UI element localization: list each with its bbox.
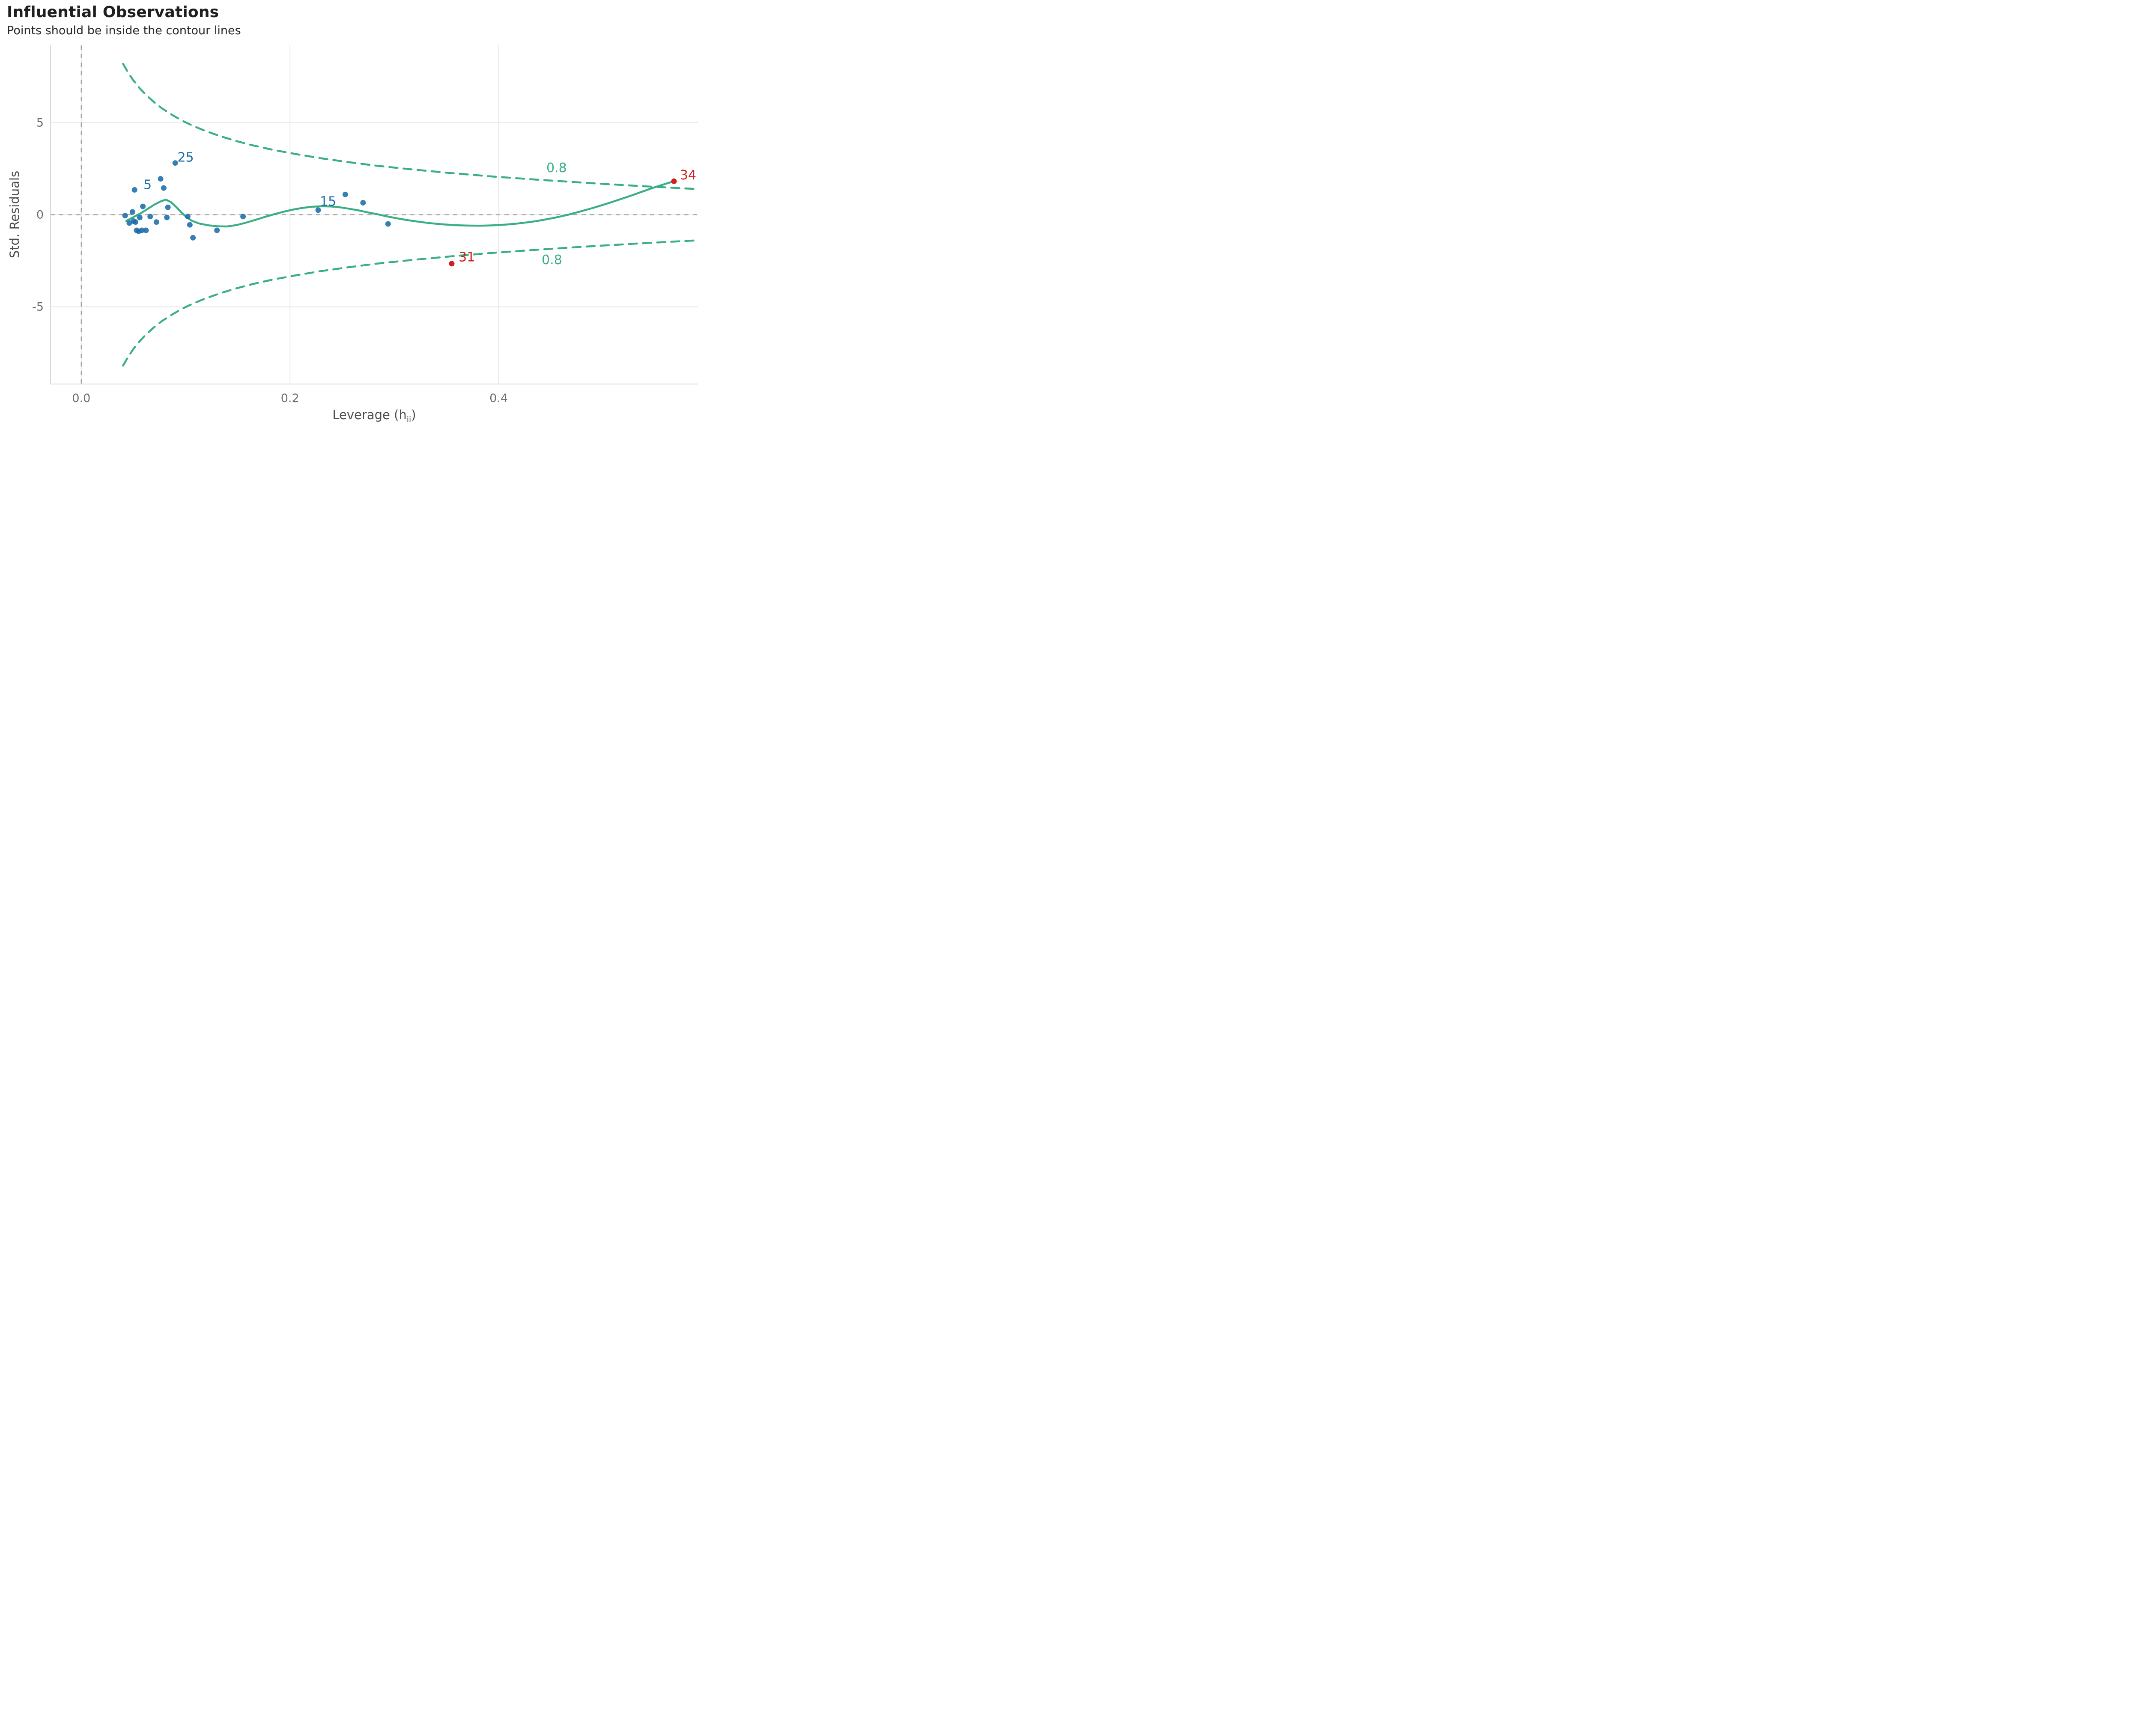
data-point [342, 191, 348, 197]
data-point [139, 227, 145, 233]
data-point [133, 219, 139, 225]
chart-title: Influential Observations [7, 3, 219, 21]
x-axis-label-suffix: ) [411, 408, 416, 422]
point-label: 5 [143, 177, 152, 192]
data-point [147, 214, 153, 220]
x-axis-label-subscript: ii [406, 415, 412, 424]
y-tick-label: -5 [32, 300, 44, 313]
data-point [360, 200, 366, 206]
contour-label: 0.8 [546, 161, 567, 176]
lower-contour-line [122, 239, 699, 367]
contour-label: 0.8 [542, 253, 562, 268]
y-axis-label: Std. Residuals [7, 170, 22, 259]
x-axis-label-text: Leverage (h [332, 408, 407, 422]
data-point [187, 222, 193, 228]
chart-subtitle: Points should be inside the contour line… [7, 24, 241, 37]
y-tick-label: 0 [36, 208, 44, 222]
x-tick-label: 0.2 [281, 392, 299, 405]
data-point [158, 176, 164, 182]
data-point [164, 214, 170, 220]
y-tick-label: 5 [36, 116, 44, 130]
data-point [137, 214, 143, 220]
point-label: 25 [177, 150, 194, 165]
x-axis-label: Leverage (hii) [51, 408, 698, 424]
outlier-point [449, 261, 455, 267]
data-point [122, 213, 128, 219]
data-point [129, 209, 135, 215]
x-tick-label: 0.0 [72, 392, 90, 405]
point-label: 31 [459, 250, 475, 265]
data-point [315, 207, 321, 213]
data-point [161, 185, 167, 191]
data-point [172, 160, 178, 166]
data-point [214, 227, 220, 233]
data-point [190, 235, 196, 241]
data-point [143, 227, 149, 233]
data-point [131, 187, 137, 193]
outlier-point [671, 178, 677, 184]
upper-contour-line [122, 63, 699, 190]
data-point [140, 203, 146, 209]
chart-canvas: 25 5 15 31 34 0.8 0.8 0.0 0.2 0.4 -5 0 5 [32, 45, 699, 405]
data-point [165, 204, 171, 210]
data-point [240, 214, 246, 220]
influential-observations-plot: 25 5 15 31 34 0.8 0.8 0.0 0.2 0.4 -5 0 5 Influential… [0, 0, 702, 434]
x-tick-label: 0.4 [489, 392, 508, 405]
point-label: 34 [680, 168, 696, 183]
smooth-line [125, 180, 675, 228]
data-point [185, 214, 191, 220]
data-point [126, 220, 132, 226]
point-label: 15 [320, 194, 336, 209]
data-point [385, 221, 391, 227]
data-point [153, 219, 159, 225]
